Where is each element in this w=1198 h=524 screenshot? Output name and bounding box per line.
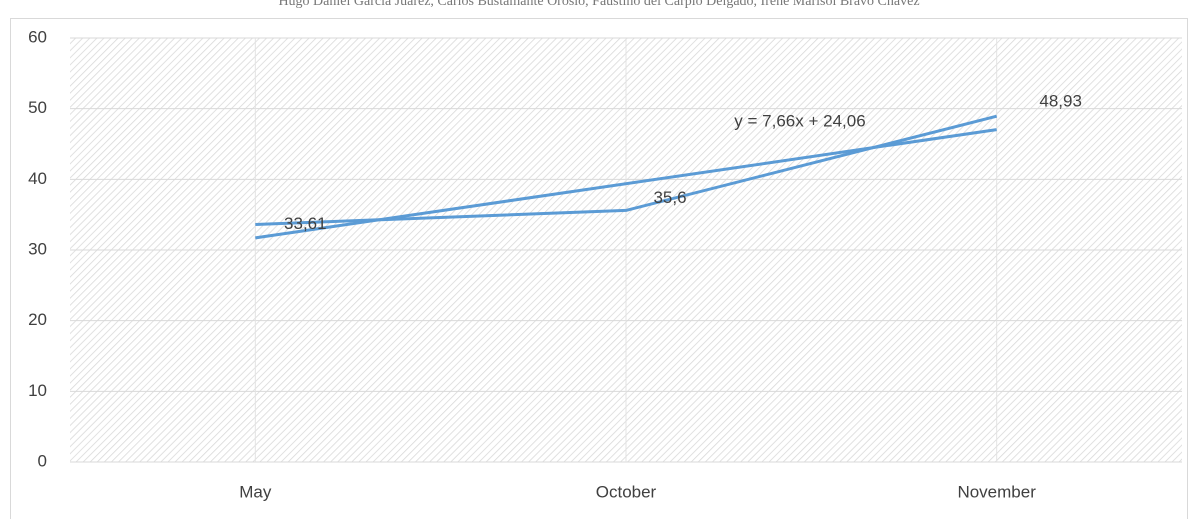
y-tick-label: 10: [28, 381, 47, 400]
data-label: 48,93: [1039, 92, 1082, 111]
y-tick-label: 30: [28, 239, 47, 258]
y-tick-label: 50: [28, 98, 47, 117]
y-tick-label: 60: [28, 27, 47, 46]
page-header: Hugo Daniel García Juárez, Carlos Bustam…: [278, 0, 919, 9]
y-tick-label: 40: [28, 169, 47, 188]
series-line: [255, 114, 998, 226]
x-tick-label: November: [957, 482, 1036, 501]
x-tick-label: May: [239, 482, 272, 501]
trendline-label: y = 7,66x + 24,06: [734, 111, 865, 130]
data-label: 33,61: [284, 214, 327, 233]
x-tick-label: October: [596, 482, 657, 501]
data-label: 35,6: [653, 188, 686, 207]
y-tick-label: 0: [38, 451, 47, 470]
y-tick-label: 20: [28, 310, 47, 329]
